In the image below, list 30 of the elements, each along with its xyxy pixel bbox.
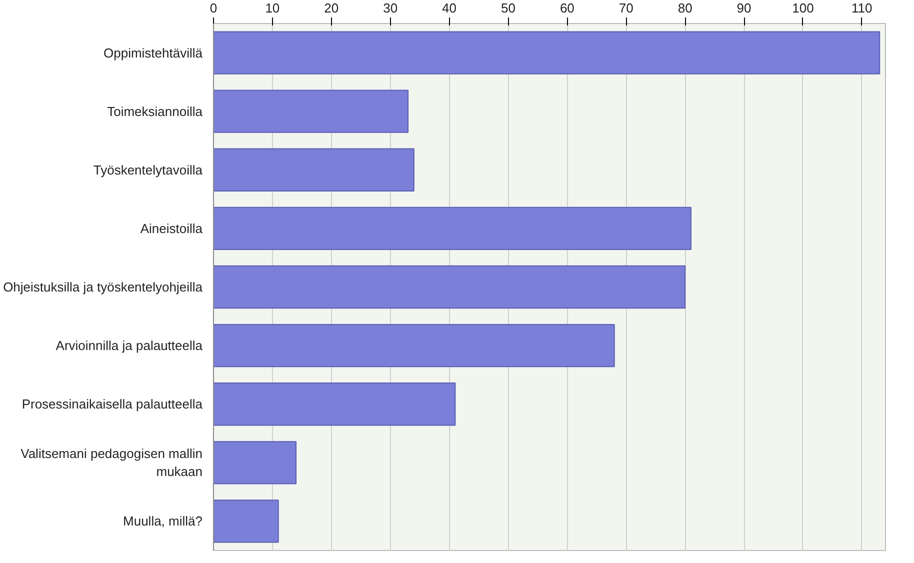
x-tick-label: 30 (383, 0, 398, 16)
y-tick-label: Valitsemani pedagogisen mallin mukaan (20, 446, 203, 480)
x-tick-label: 40 (442, 0, 457, 16)
y-tick-label: Työskentelytavoilla (93, 162, 204, 178)
bar (214, 206, 692, 250)
bar (214, 324, 615, 368)
x-tick-label: 50 (501, 0, 516, 16)
bar (214, 148, 414, 192)
bar (214, 500, 279, 543)
y-tick-label: Muulla, millä? (123, 514, 203, 529)
x-tick-label: 100 (792, 0, 814, 16)
y-tick-label: Ohjeistuksilla ja työskentelyohjeilla (3, 280, 204, 294)
bar (214, 31, 880, 74)
bar (214, 441, 297, 484)
x-tick-label: 0 (210, 0, 218, 16)
bar (214, 265, 686, 309)
x-tick-label: 70 (618, 0, 634, 16)
bar (214, 382, 456, 426)
bar (214, 90, 409, 133)
x-tick-label: 110 (852, 0, 872, 16)
x-tick-label: 80 (678, 0, 692, 16)
y-tick-label: Prosessinaikaisella palautteella (22, 396, 204, 412)
x-tick-label: 90 (736, 0, 752, 16)
y-tick-label: Aineistoilla (140, 220, 204, 236)
x-tick-label: 10 (265, 0, 280, 16)
y-tick-label: Oppimistehtävillä (104, 45, 204, 60)
x-tick-label: 60 (560, 0, 574, 16)
y-tick-label: Toimeksiannoilla (107, 104, 204, 119)
x-tick-label: 20 (324, 0, 339, 16)
y-tick-label: Arvioinnilla ja palautteella (56, 338, 204, 354)
